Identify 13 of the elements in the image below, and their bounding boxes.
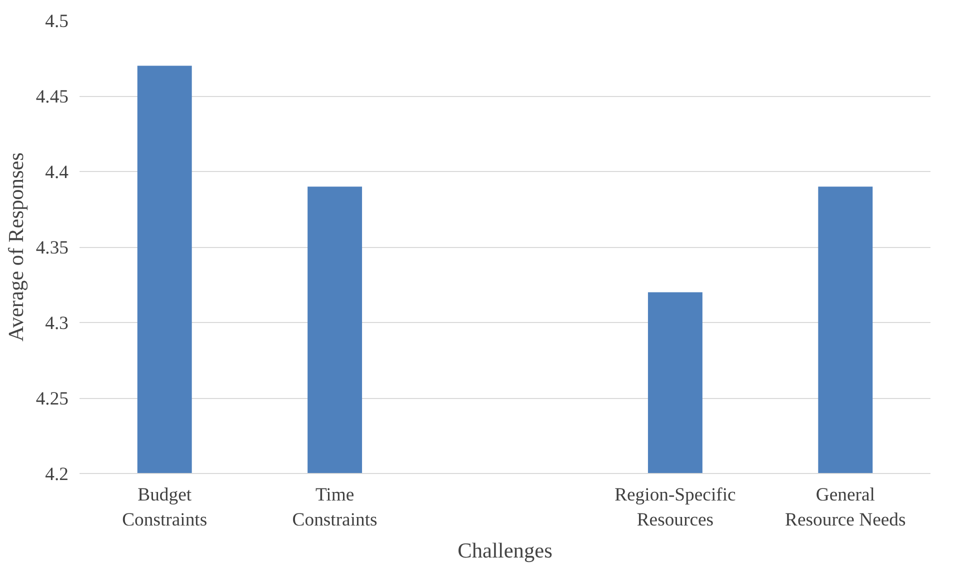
x-tick-label: Region-Specific Resources	[614, 484, 736, 531]
y-tick-label: 4.3	[45, 313, 69, 334]
y-tick-label: 4.2	[45, 464, 69, 485]
y-axis-title: Average of Responses	[4, 152, 28, 342]
x-tick-label: Budget Constraints	[122, 484, 208, 531]
x-tick-label: General Resource Needs	[785, 484, 906, 531]
y-tick-label: 4.5	[45, 11, 69, 32]
x-axis-title: Challenges	[458, 538, 552, 563]
y-tick-label: 4.35	[36, 238, 69, 258]
y-tick-label: 4.45	[36, 86, 69, 108]
x-tick-label: Time Constraints	[292, 484, 378, 531]
y-tick-label: 4.4	[45, 162, 70, 183]
y-tick-label: 4.25	[36, 388, 69, 410]
